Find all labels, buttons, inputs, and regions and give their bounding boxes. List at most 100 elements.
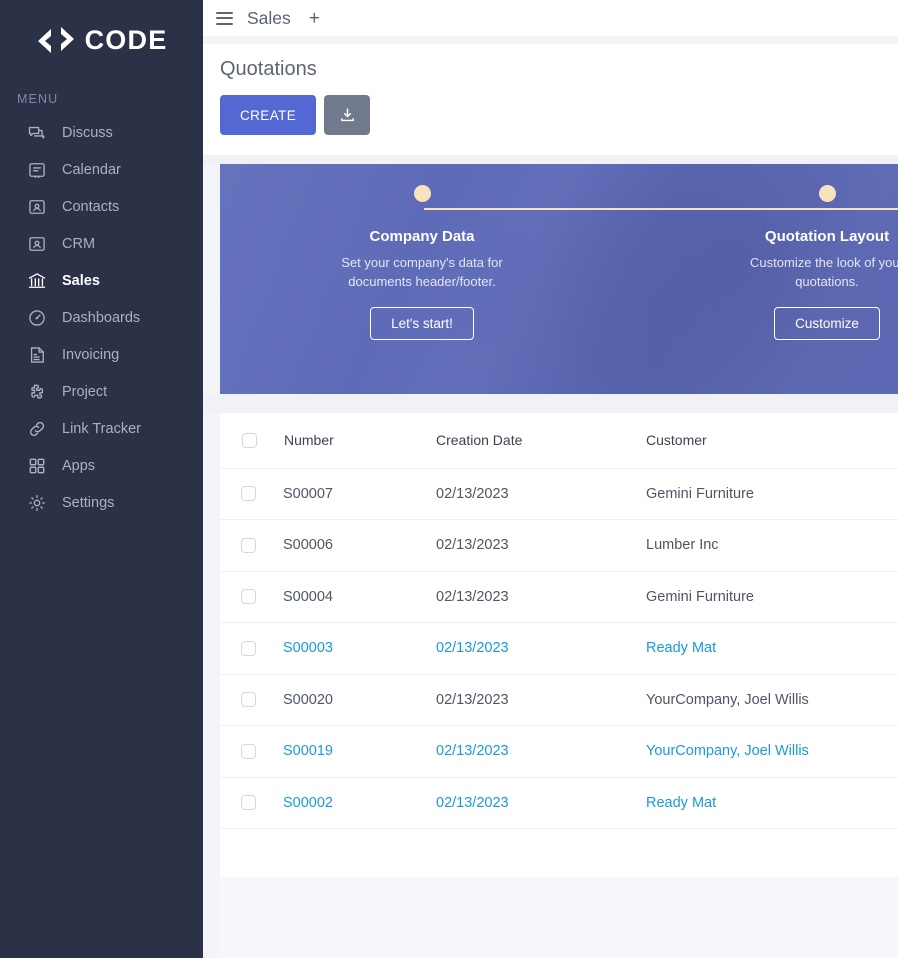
sidebar-item-discuss[interactable]: Discuss — [0, 114, 203, 151]
sidebar: CODE MENU Discuss Calendar — [0, 0, 203, 958]
cell-customer: Gemini Furniture — [646, 467, 898, 520]
table-header-row: Number Creation Date Customer — [220, 413, 898, 468]
cell-number: S00007 — [283, 467, 436, 520]
row-checkbox[interactable] — [241, 743, 256, 759]
main-content: Sales + Quotations CREATE — [203, 0, 898, 958]
table-row[interactable]: S00006 02/13/2023 Lumber Inc — [220, 519, 898, 571]
cell-date: 02/13/2023 — [436, 776, 646, 829]
breadcrumb[interactable]: Sales — [247, 7, 291, 28]
row-checkbox-cell — [220, 673, 283, 726]
sidebar-item-label: Dashboards — [62, 309, 141, 326]
table-row[interactable]: S00019 02/13/2023 YourCompany, Joel Will… — [220, 725, 898, 777]
table-row[interactable]: S00003 02/13/2023 Ready Mat — [220, 622, 898, 674]
discuss-icon — [27, 123, 47, 143]
row-checkbox[interactable] — [241, 692, 256, 708]
lets-start-button[interactable]: Let's start! — [370, 306, 474, 340]
row-checkbox[interactable] — [241, 640, 256, 656]
banner-color-overlay — [220, 164, 898, 394]
table-row[interactable]: S00004 02/13/2023 Gemini Furniture — [220, 570, 898, 623]
table-empty-row — [220, 828, 898, 873]
sidebar-item-settings[interactable]: Settings — [0, 484, 203, 521]
cell-number: S00004 — [283, 570, 436, 623]
project-icon — [27, 382, 47, 402]
cell-date: 02/13/2023 — [436, 467, 646, 520]
step-dot-icon — [818, 185, 836, 202]
topbar-divider — [203, 36, 898, 44]
cell-number: S00003 — [283, 622, 436, 674]
hamburger-icon[interactable] — [216, 11, 233, 25]
sidebar-item-label: Link Tracker — [62, 420, 141, 437]
sidebar-item-link-tracker[interactable]: Link Tracker — [0, 410, 203, 447]
row-checkbox[interactable] — [241, 795, 256, 811]
link-icon — [27, 419, 47, 439]
cell-number: S00019 — [283, 725, 436, 777]
sales-bank-icon — [27, 271, 47, 291]
onboarding-banner: Company Data Set your company's data for… — [220, 164, 898, 394]
row-checkbox-cell — [220, 570, 283, 623]
sidebar-item-project[interactable]: Project — [0, 373, 203, 410]
step-title: Quotation Layout — [764, 228, 890, 245]
cell-customer: YourCompany, Joel Willis — [646, 725, 898, 777]
table-footer-area — [220, 877, 898, 958]
sidebar-item-apps[interactable]: Apps — [0, 447, 203, 484]
column-header-customer[interactable]: Customer — [646, 432, 707, 449]
cell-date: 02/13/2023 — [436, 519, 646, 571]
row-checkbox[interactable] — [241, 589, 256, 605]
sidebar-item-dashboards[interactable]: Dashboards — [0, 299, 203, 336]
customize-button[interactable]: Customize — [774, 306, 880, 340]
invoicing-icon — [27, 345, 47, 365]
gear-icon — [27, 493, 47, 513]
sidebar-item-label: Discuss — [62, 124, 113, 141]
code-chevrons-logo-icon — [36, 27, 76, 53]
top-bar: Sales + — [203, 0, 898, 36]
cell-customer: Lumber Inc — [646, 519, 898, 571]
cell-number: S00002 — [283, 776, 436, 829]
sidebar-item-crm[interactable]: CRM — [0, 225, 203, 262]
sidebar-item-label: Calendar — [62, 161, 121, 178]
cell-date: 02/13/2023 — [436, 622, 646, 674]
table-header: Number Creation Date Customer — [220, 413, 898, 468]
section-gap — [203, 155, 898, 164]
row-checkbox-cell — [220, 776, 283, 829]
table-row[interactable]: S00020 02/13/2023 YourCompany, Joel Will… — [220, 673, 898, 726]
sidebar-item-label: Project — [62, 383, 108, 400]
table-row[interactable]: S00002 02/13/2023 Ready Mat — [220, 776, 898, 829]
crm-icon — [27, 234, 47, 254]
onboarding-progress-line — [424, 208, 898, 210]
onboarding-step-company-data: Company Data Set your company's data for… — [312, 185, 532, 340]
row-checkbox-cell — [220, 519, 283, 571]
cell-date: 02/13/2023 — [436, 570, 646, 623]
row-checkbox-cell — [220, 622, 283, 674]
apps-grid-icon — [27, 456, 47, 476]
dashboards-icon — [27, 308, 47, 328]
cell-customer: YourCompany, Joel Willis — [646, 673, 898, 726]
column-header-number[interactable]: Number — [284, 432, 334, 449]
quotations-table-card: Number Creation Date Customer S00007 02/… — [220, 413, 898, 877]
row-checkbox[interactable] — [241, 486, 256, 502]
banner-table-gap — [203, 394, 898, 413]
sidebar-item-invoicing[interactable]: Invoicing — [0, 336, 203, 373]
sidebar-nav: Discuss Calendar Contacts — [0, 114, 203, 521]
sidebar-item-calendar[interactable]: Calendar — [0, 151, 203, 188]
sidebar-item-contacts[interactable]: Contacts — [0, 188, 203, 225]
brand-logo[interactable]: CODE — [0, 0, 203, 74]
add-tab-button[interactable]: + — [308, 7, 320, 29]
step-description: Set your company's data for documents he… — [341, 255, 503, 289]
cell-date: 02/13/2023 — [436, 725, 646, 777]
row-checkbox-cell — [220, 725, 283, 777]
row-checkbox[interactable] — [241, 537, 256, 553]
create-button[interactable]: CREATE — [220, 95, 317, 135]
action-button-row: CREATE — [203, 95, 898, 135]
import-button[interactable] — [324, 95, 371, 135]
page-title: Quotations — [220, 58, 317, 80]
cell-number: S00020 — [283, 673, 436, 726]
table-row[interactable]: S00007 02/13/2023 Gemini Furniture — [220, 467, 898, 520]
column-header-creation-date[interactable]: Creation Date — [436, 432, 523, 449]
quotations-table: Number Creation Date Customer S00007 02/… — [220, 413, 898, 873]
sidebar-item-sales[interactable]: Sales — [0, 262, 203, 299]
row-checkbox-cell — [220, 467, 283, 520]
sidebar-item-label: Sales — [62, 272, 100, 289]
sidebar-item-label: Contacts — [62, 198, 120, 215]
select-all-checkbox[interactable] — [242, 432, 257, 448]
